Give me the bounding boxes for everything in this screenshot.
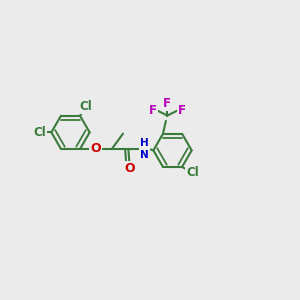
Text: Cl: Cl <box>186 166 199 179</box>
Text: F: F <box>178 104 185 117</box>
Text: F: F <box>164 97 171 110</box>
Text: O: O <box>124 162 135 175</box>
Text: Cl: Cl <box>34 126 46 139</box>
Text: Cl: Cl <box>79 100 92 112</box>
Text: F: F <box>149 104 157 117</box>
Text: O: O <box>90 142 101 155</box>
Text: H
N: H N <box>140 138 149 160</box>
